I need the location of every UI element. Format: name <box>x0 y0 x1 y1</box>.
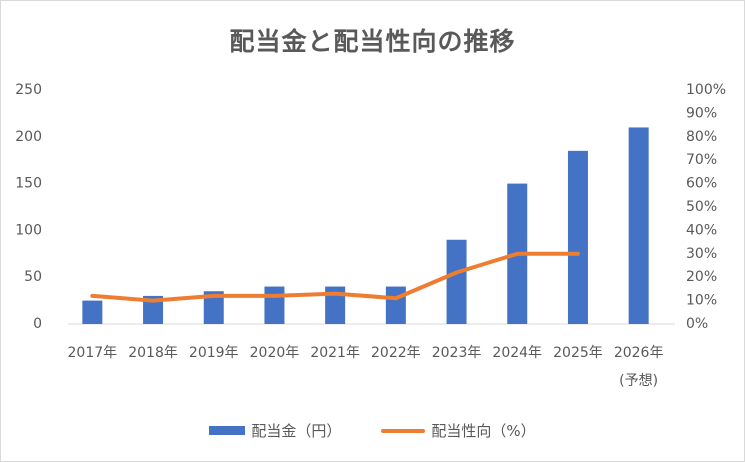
chart-legend: 配当金（円） 配当性向（%） <box>0 420 745 441</box>
x-axis-tick-label: 2026年 <box>614 345 664 361</box>
right-axis-tick-label: 60% <box>686 176 717 192</box>
right-axis-tick-label: 50% <box>686 199 717 215</box>
legend-swatch-payout-ratio <box>381 428 426 433</box>
dividend-bar <box>567 150 588 324</box>
right-axis-tick-label: 0% <box>686 316 708 332</box>
dividend-bar <box>264 286 285 324</box>
legend-item-payout-ratio: 配当性向（%） <box>381 420 536 441</box>
dividend-bar <box>385 286 406 324</box>
dividend-bar <box>143 295 164 324</box>
dividend-bar <box>82 300 103 324</box>
left-axis-tick-label: 150 <box>15 176 42 192</box>
x-axis-tick-label: 2017年 <box>68 345 118 361</box>
legend-item-dividend: 配当金（円） <box>209 420 341 441</box>
chart-title: 配当金と配当性向の推移 <box>229 27 516 56</box>
right-axis-tick-label: 90% <box>686 105 717 121</box>
right-axis-tick-label: 10% <box>686 293 717 309</box>
x-axis-tick-label: 2021年 <box>310 345 360 361</box>
x-axis-tick-label: 2025年 <box>553 345 603 361</box>
right-axis-tick-label: 100% <box>686 82 726 98</box>
right-axis-tick-label: 30% <box>686 246 717 262</box>
right-axis-tick-label: 40% <box>686 222 717 238</box>
payout-ratio-line <box>90 251 580 303</box>
left-axis-tick-label: 50 <box>24 269 42 285</box>
left-axis-tick-label: 250 <box>15 82 42 98</box>
x-axis-tick-label: 2022年 <box>371 345 421 361</box>
right-axis-tick-label: 80% <box>686 129 717 145</box>
dividend-bar <box>203 291 224 324</box>
dividend-bar <box>628 127 649 324</box>
x-axis-tick-sublabel: (予想) <box>619 373 658 389</box>
x-axis-tick-label: 2023年 <box>432 345 482 361</box>
dividend-bar <box>446 239 467 324</box>
legend-label-dividend: 配当金（円） <box>251 422 342 440</box>
x-axis-tick-label: 2018年 <box>128 345 178 361</box>
left-axis-tick-label: 0 <box>33 316 42 332</box>
legend-swatch-dividend <box>209 426 246 435</box>
right-axis-tick-label: 70% <box>686 152 717 168</box>
left-axis-tick-label: 200 <box>15 129 42 145</box>
left-axis-tick-label: 100 <box>15 222 42 238</box>
x-axis-tick-label: 2020年 <box>250 345 300 361</box>
x-axis-tick-label: 2024年 <box>492 345 542 361</box>
x-axis-tick-label: 2019年 <box>189 345 239 361</box>
right-axis-tick-label: 20% <box>686 269 717 285</box>
legend-label-payout-ratio: 配当性向（%） <box>431 422 536 440</box>
